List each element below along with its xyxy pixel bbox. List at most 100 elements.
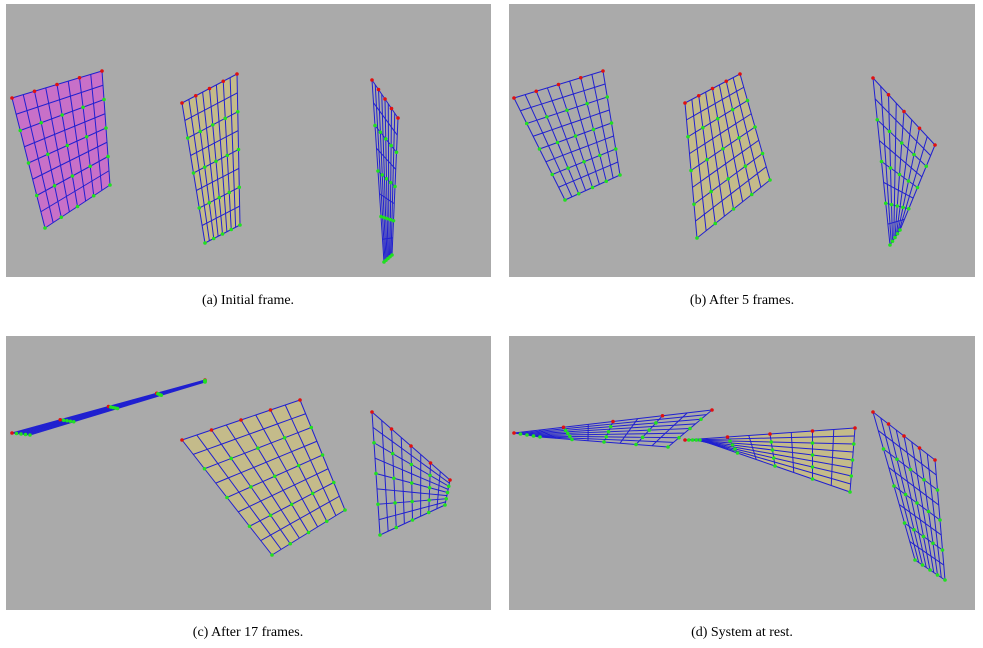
node: [884, 201, 888, 205]
node: [428, 474, 432, 478]
node: [411, 518, 415, 522]
node: [428, 486, 432, 490]
node: [895, 204, 899, 208]
node: [389, 218, 393, 222]
node: [699, 417, 703, 421]
node: [332, 481, 336, 485]
node: [372, 441, 376, 445]
node: [750, 193, 754, 197]
fixed-node: [180, 438, 184, 442]
node: [585, 102, 589, 106]
fixed-node: [33, 89, 37, 93]
node: [891, 239, 895, 243]
node: [389, 181, 393, 185]
node: [592, 128, 596, 132]
node: [574, 134, 578, 138]
node: [647, 428, 651, 432]
node: [769, 440, 773, 444]
fixed-node: [887, 422, 891, 426]
node: [229, 228, 233, 232]
node: [221, 232, 225, 236]
node: [701, 126, 705, 130]
node: [39, 121, 43, 125]
node: [376, 502, 380, 506]
node: [736, 451, 740, 455]
node: [686, 135, 690, 139]
node: [380, 173, 384, 177]
node: [726, 177, 730, 181]
fixed-node: [55, 83, 59, 87]
fixed-node: [194, 94, 198, 98]
node: [896, 232, 900, 236]
node: [753, 125, 757, 129]
node: [65, 144, 69, 148]
fixed-node: [221, 79, 225, 83]
fixed-node: [887, 93, 891, 97]
node: [18, 129, 22, 133]
node: [931, 541, 935, 545]
fixed-node: [390, 427, 394, 431]
node: [212, 237, 216, 241]
node: [389, 144, 393, 148]
fixed-node: [710, 408, 714, 412]
node: [225, 154, 229, 158]
node: [104, 126, 108, 130]
node: [427, 511, 431, 515]
node: [582, 160, 586, 164]
node: [733, 447, 737, 451]
node: [186, 136, 190, 140]
node: [283, 436, 287, 440]
fixed-node: [512, 431, 516, 435]
fixed-node: [611, 420, 615, 424]
caption: (a) Initial frame.: [202, 293, 294, 308]
node: [737, 136, 741, 140]
fixed-node: [78, 76, 82, 80]
node: [731, 108, 735, 112]
node: [901, 206, 905, 210]
node: [297, 464, 301, 468]
node: [19, 432, 23, 436]
fixed-node: [512, 96, 516, 100]
node: [927, 510, 931, 514]
node: [563, 198, 567, 202]
node: [922, 535, 926, 539]
node: [604, 179, 608, 183]
node: [106, 155, 110, 159]
fixed-node: [918, 446, 922, 450]
node: [928, 568, 932, 572]
node: [852, 442, 856, 446]
node: [238, 223, 242, 227]
caption: (d) System at rest.: [691, 625, 793, 640]
fixed-node: [768, 432, 772, 436]
node: [88, 164, 92, 168]
node: [237, 185, 241, 189]
fixed-node: [390, 107, 394, 111]
fixed-node: [933, 143, 937, 147]
node: [444, 497, 448, 501]
node: [604, 435, 608, 439]
node: [634, 443, 638, 447]
node: [916, 186, 920, 190]
node: [382, 216, 386, 220]
fixed-node: [601, 69, 605, 73]
node: [602, 440, 606, 444]
fixed-node: [429, 461, 433, 465]
fixed-node: [562, 425, 566, 429]
node: [373, 124, 377, 128]
node: [618, 173, 622, 177]
node: [385, 217, 389, 221]
node: [773, 464, 777, 468]
fixed-node: [683, 438, 687, 442]
node: [223, 117, 227, 121]
node: [60, 113, 64, 117]
node: [270, 553, 274, 557]
node: [698, 438, 702, 442]
node: [912, 153, 916, 157]
node: [941, 548, 945, 552]
node: [768, 178, 772, 182]
node: [59, 215, 63, 219]
node: [447, 484, 451, 488]
node: [924, 164, 928, 168]
node: [325, 519, 329, 523]
caption: (c) After 17 frames.: [193, 625, 303, 640]
